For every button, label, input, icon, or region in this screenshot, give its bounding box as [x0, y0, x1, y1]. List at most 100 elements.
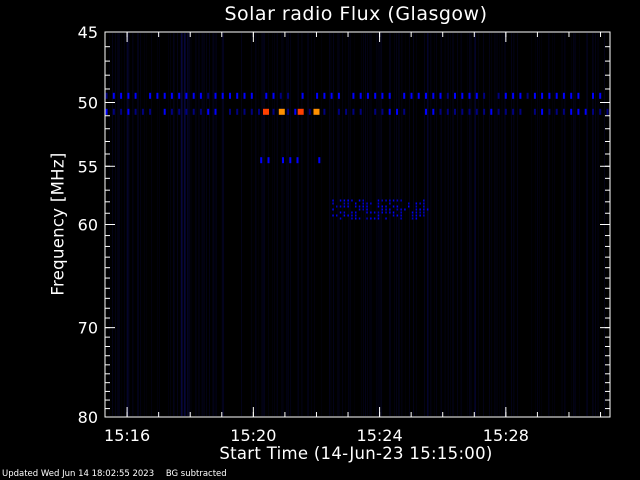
noise-streak: [140, 33, 141, 416]
noise-streak: [268, 33, 269, 416]
band-dot: [178, 92, 181, 99]
band-dot: [337, 92, 340, 99]
band-dot: [199, 108, 202, 115]
patch-cell: [415, 202, 418, 205]
patch-cell: [351, 214, 353, 217]
noise-streak: [349, 33, 350, 416]
band-dot: [149, 108, 152, 115]
patch-cell: [392, 211, 395, 214]
band-dot: [461, 92, 464, 99]
noise-streak: [537, 33, 538, 416]
noise-streak: [474, 33, 476, 416]
y-tick-label: 55: [78, 157, 98, 176]
noise-streak: [195, 33, 196, 416]
burst-mark: [278, 108, 285, 115]
band-dot: [141, 108, 144, 115]
patch-cell: [426, 208, 429, 211]
noise-streak: [277, 33, 278, 416]
patch-cell: [400, 214, 402, 217]
chart-title: Solar radio Flux (Glasgow): [224, 3, 488, 25]
noise-streak: [174, 33, 175, 416]
patch-cell: [392, 214, 395, 217]
band-dot: [134, 92, 137, 99]
patch-cell: [404, 208, 406, 211]
band-dot: [214, 92, 217, 99]
noise-streak: [251, 33, 252, 416]
patch-cell: [400, 199, 402, 202]
y-tick-label: 70: [78, 319, 98, 338]
band-dot: [345, 108, 348, 115]
patch-cell: [377, 199, 380, 202]
patch-cell: [339, 217, 342, 220]
patch-cell: [358, 199, 361, 202]
noise-streak: [177, 33, 178, 416]
band-dot: [548, 92, 551, 99]
patch-cell: [392, 199, 395, 202]
patch-cell: [373, 211, 376, 214]
patch-cell: [347, 202, 349, 205]
band-dot: [260, 157, 263, 164]
patch-cell: [358, 208, 361, 211]
noise-streak: [263, 33, 264, 416]
noise-streak: [118, 33, 119, 416]
noise-streak: [398, 33, 399, 416]
noise-streak: [457, 33, 458, 416]
band-dot: [185, 92, 188, 99]
patch-cell: [396, 205, 399, 208]
band-dot: [301, 92, 304, 99]
patch-cell: [381, 199, 383, 202]
patch-cell: [377, 205, 380, 208]
band-dot: [475, 92, 478, 99]
noise-streak: [541, 33, 542, 416]
patch-cell: [351, 217, 353, 220]
noise-streak: [283, 33, 284, 416]
noise-streak: [287, 33, 288, 416]
band-dot: [592, 92, 594, 99]
noise-streak: [124, 33, 125, 416]
noise-streak: [394, 33, 395, 416]
band-dot: [512, 92, 515, 99]
band-dot: [337, 108, 340, 115]
noise-streak: [593, 33, 594, 416]
noise-streak: [598, 33, 599, 416]
band-dot: [127, 92, 130, 99]
band-dot: [236, 108, 239, 115]
band-dot: [120, 92, 123, 99]
patch-cell: [400, 217, 402, 220]
band-dot: [243, 108, 246, 115]
noise-streak: [115, 33, 116, 416]
band-dot: [207, 108, 210, 115]
noise-streak: [157, 33, 158, 416]
band-dot: [374, 108, 377, 115]
x-tick-label: 15:28: [483, 426, 529, 445]
band-dot: [606, 108, 609, 115]
noise-streak: [501, 33, 502, 416]
band-dot: [461, 108, 464, 115]
noise-streak: [431, 33, 432, 416]
band-dot: [388, 108, 391, 115]
patch-cell: [419, 202, 421, 205]
noise-streak: [201, 33, 202, 416]
noise-streak: [434, 33, 435, 416]
band-dot: [599, 108, 602, 115]
noise-streak: [552, 33, 553, 416]
noise-streak: [203, 33, 204, 416]
band-dot: [323, 92, 326, 99]
noise-streak: [127, 33, 129, 416]
patch-cell: [332, 214, 334, 217]
noise-streak: [241, 33, 242, 416]
band-dot: [439, 108, 442, 115]
noise-streak: [452, 33, 453, 416]
noise-streak: [361, 33, 362, 416]
noise-streak: [378, 33, 379, 416]
noise-streak: [469, 33, 470, 416]
noise-streak: [272, 33, 273, 416]
patch-cell: [396, 208, 399, 211]
noise-streak: [144, 33, 145, 416]
noise-streak: [428, 33, 429, 416]
noise-streak: [342, 33, 343, 416]
noise-streak: [204, 33, 205, 416]
noise-streak: [511, 33, 512, 416]
patch-cell: [419, 211, 421, 214]
noise-streak: [416, 33, 417, 416]
